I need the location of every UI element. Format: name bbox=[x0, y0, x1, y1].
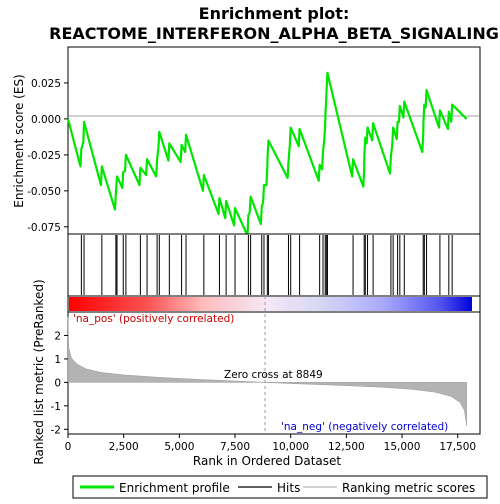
x-tick-label: 5,000 bbox=[164, 441, 194, 453]
es-tick-label: -0.075 bbox=[27, 222, 61, 234]
legend: Enrichment profile Hits Ranking metric s… bbox=[72, 475, 488, 499]
metric-tick-label: 1 bbox=[54, 354, 61, 366]
metric-tick-label: 0 bbox=[54, 377, 61, 389]
x-tick-label: 0 bbox=[65, 441, 72, 453]
pos-label: 'na_pos' (positively correlated) bbox=[73, 313, 234, 325]
legend-box bbox=[72, 475, 488, 499]
x-tick-label: 7,500 bbox=[220, 441, 250, 453]
enrichment-profile-line bbox=[66, 71, 468, 237]
chart-title-line1: Enrichment plot: bbox=[199, 4, 350, 23]
x-tick-label: 12,500 bbox=[328, 441, 365, 453]
es-y-ticks: 0.025 0.000 -0.025 -0.050 -0.075 bbox=[27, 78, 68, 234]
metric-tick-label: 2 bbox=[54, 330, 61, 342]
x-tick-label: 15,000 bbox=[384, 441, 421, 453]
rank-gradient-bar bbox=[69, 297, 472, 311]
zero-cross-label: Zero cross at 8849 bbox=[224, 369, 323, 381]
metric-y-axis-label: Ranked list metric (PreRanked) bbox=[32, 279, 46, 464]
rank-color-bar bbox=[67, 295, 481, 313]
metric-panel-frame bbox=[67, 311, 481, 435]
legend-metric-label: Ranking metric scores bbox=[342, 481, 475, 495]
hits-panel bbox=[67, 233, 481, 297]
x-axis-label: Rank in Ordered Dataset bbox=[193, 454, 341, 468]
metric-tick-label: -1 bbox=[51, 401, 61, 413]
x-tick-label: 2,500 bbox=[109, 441, 139, 453]
metric-y-ticks: 2 1 0 -1 -2 bbox=[51, 330, 68, 436]
es-tick-label: -0.025 bbox=[27, 150, 61, 162]
metric-panel: 2 1 0 -1 -2 'na_pos' (positively correlated)… bbox=[32, 279, 481, 465]
hits-panel-frame bbox=[67, 233, 481, 297]
es-y-axis-label: Enrichment score (ES) bbox=[12, 74, 26, 207]
metric-tick-label: -2 bbox=[51, 424, 61, 436]
es-tick-label: -0.050 bbox=[27, 186, 61, 198]
x-tick-label: 17,500 bbox=[439, 441, 476, 453]
es-panel-frame bbox=[67, 46, 481, 235]
chart-title-line2: REACTOME_INTERFERON_ALPHA_BETA_SIGNALING bbox=[49, 24, 499, 43]
hit-markers bbox=[80, 235, 453, 295]
legend-hits-label: Hits bbox=[277, 481, 300, 495]
x-axis-ticks: 0 2,500 5,000 7,500 10,000 12,500 15,000 17,500 bbox=[65, 434, 476, 453]
neg-label: 'na_neg' (negatively correlated) bbox=[281, 421, 448, 433]
x-tick-label: 10,000 bbox=[272, 441, 309, 453]
es-tick-label: 0.000 bbox=[31, 114, 61, 126]
es-panel: 0.025 0.000 -0.025 -0.050 -0.075 Enrichment … bbox=[12, 46, 481, 237]
es-tick-label: 0.025 bbox=[31, 78, 61, 90]
legend-es-label: Enrichment profile bbox=[119, 481, 230, 495]
